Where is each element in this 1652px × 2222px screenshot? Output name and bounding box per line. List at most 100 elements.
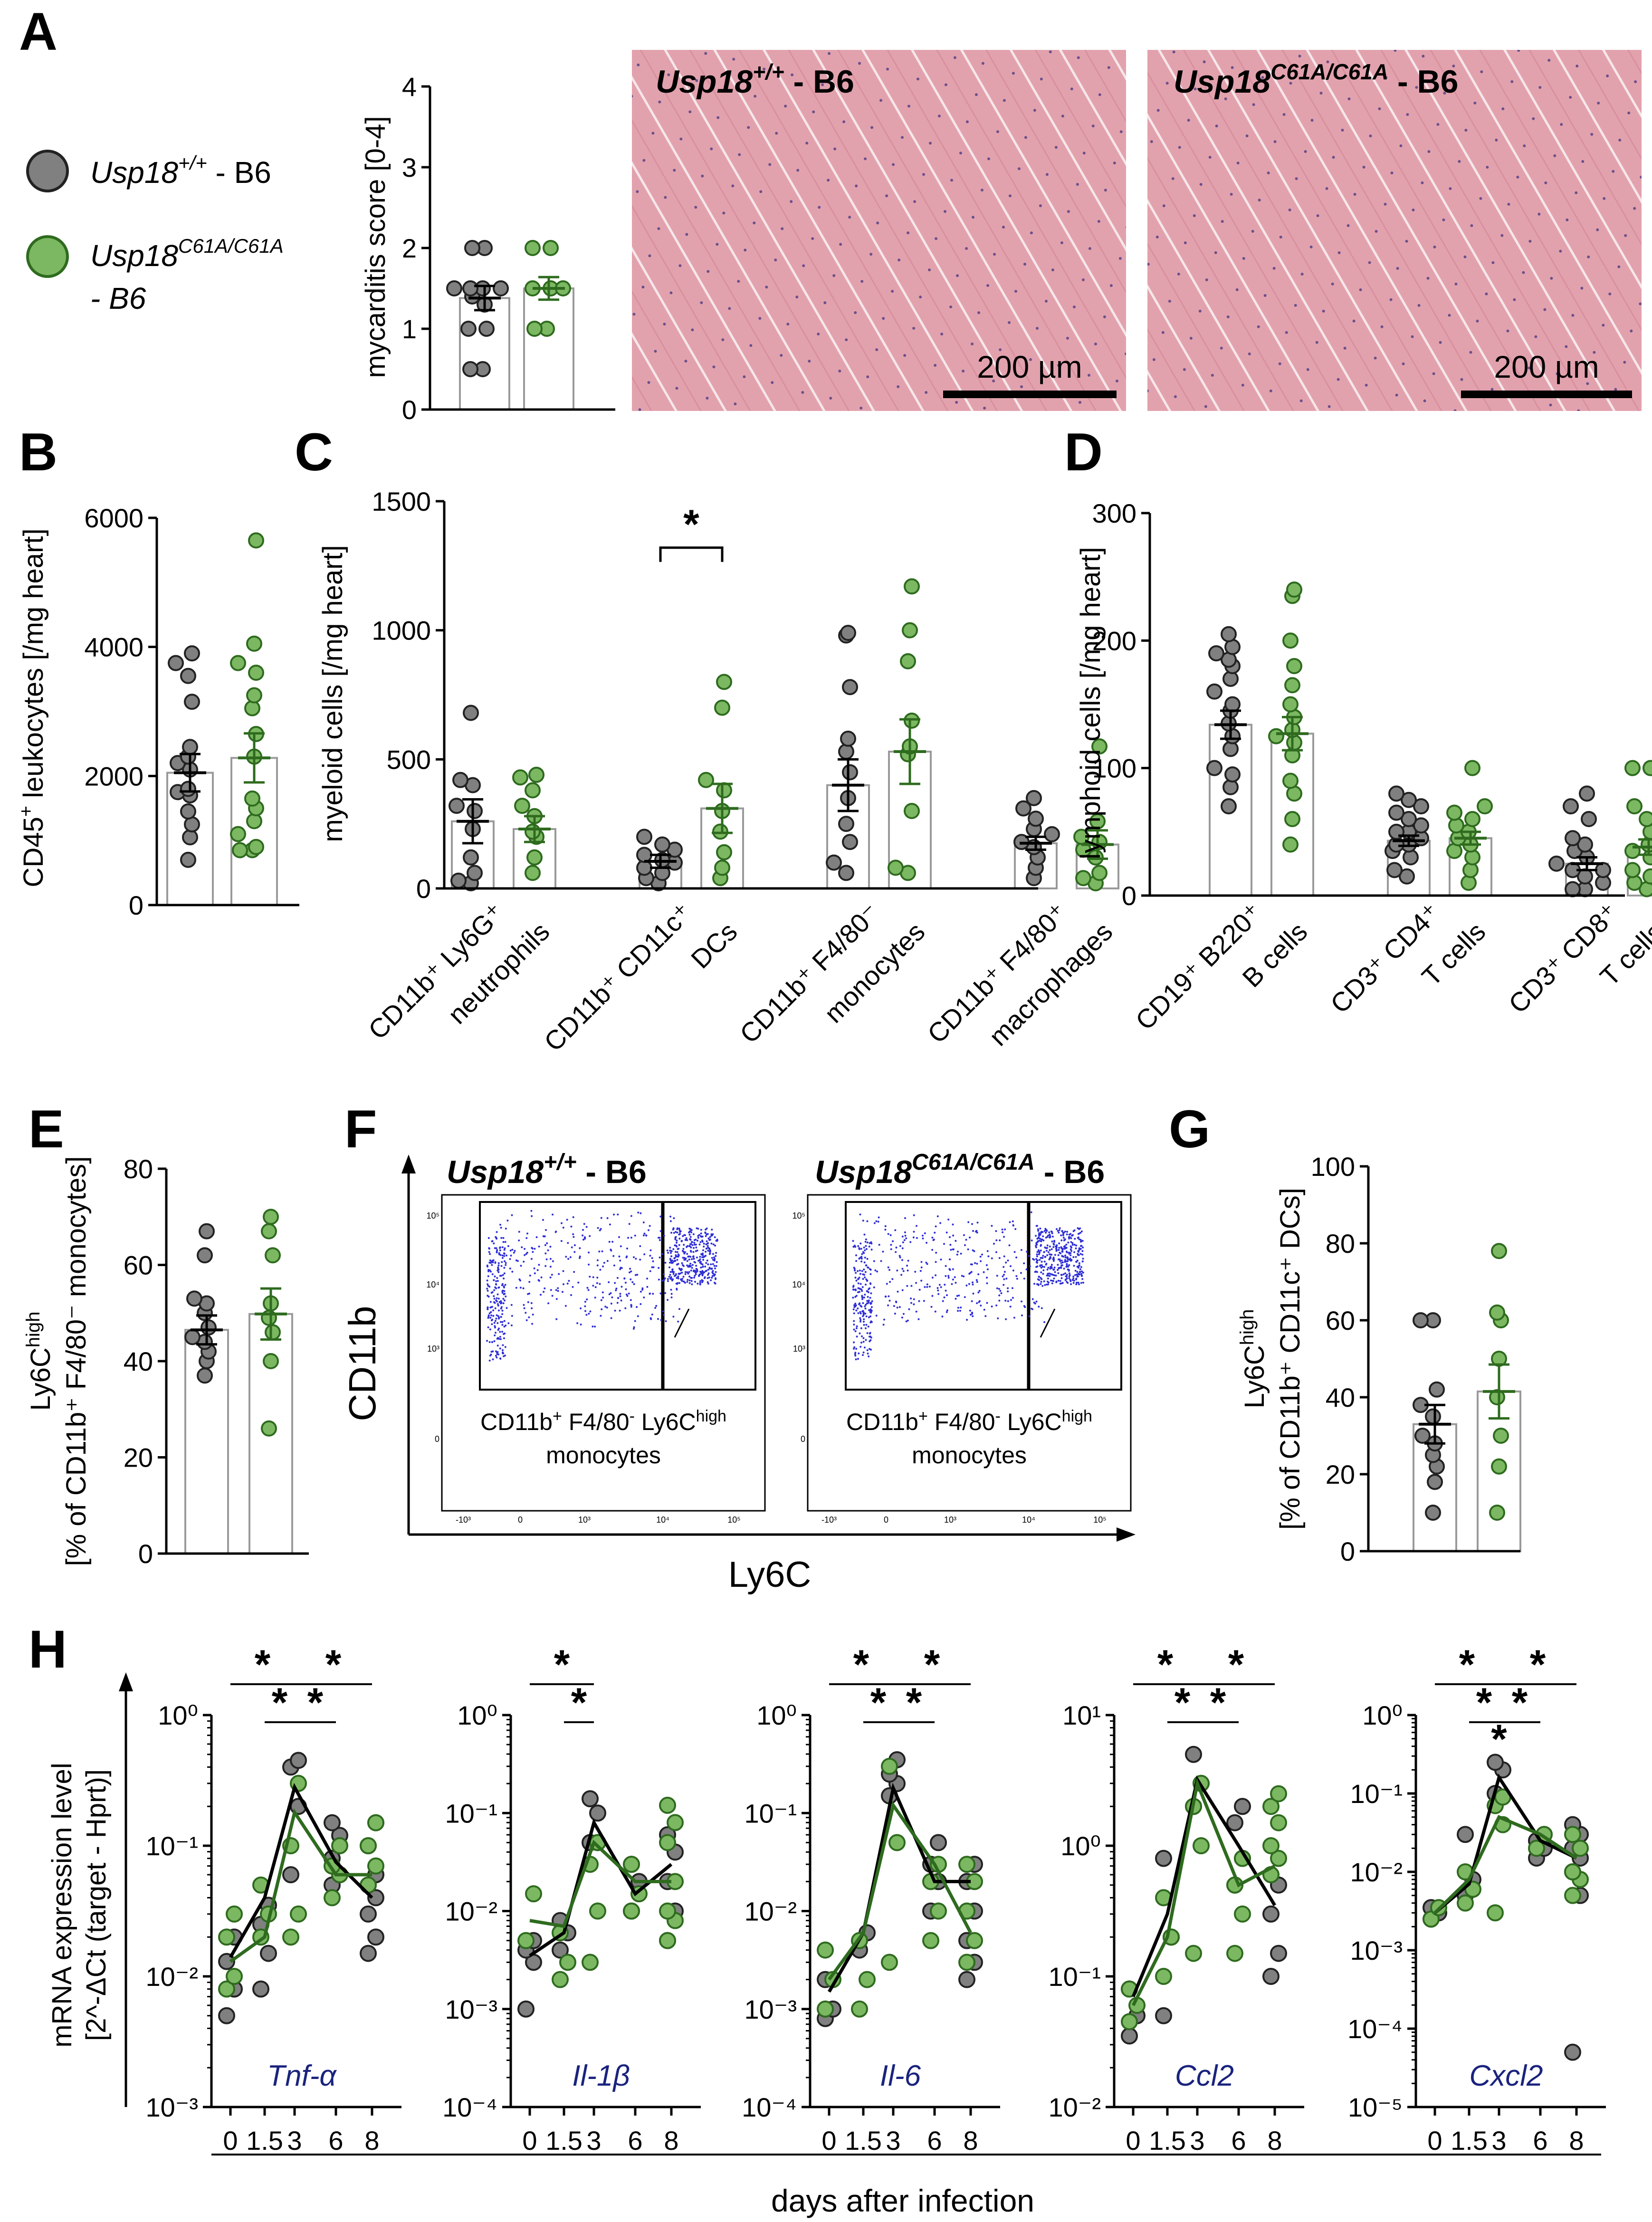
flow-event <box>690 1280 693 1282</box>
flow-event <box>852 1297 854 1299</box>
flow-event <box>1035 1258 1037 1260</box>
flow-event <box>496 1314 498 1316</box>
flow-event <box>865 1278 868 1280</box>
flow-event <box>709 1236 711 1238</box>
flow-event <box>492 1315 495 1317</box>
flow-event <box>1050 1248 1053 1250</box>
flow-event <box>937 1289 939 1292</box>
flow-event <box>700 1232 702 1235</box>
flow-event <box>901 1259 903 1261</box>
significance-star: * <box>307 1680 324 1726</box>
data-point <box>1155 2007 1172 2024</box>
flow-event <box>594 1286 597 1288</box>
flow-event <box>602 1291 604 1294</box>
flow-event <box>857 1358 859 1360</box>
flow-event <box>1064 1261 1066 1263</box>
flow-event <box>1079 1227 1081 1230</box>
flow-event <box>659 1215 662 1218</box>
data-point <box>958 1954 975 1971</box>
flow-event <box>670 1259 672 1262</box>
data-point <box>817 2000 834 2018</box>
flow-event <box>910 1297 912 1300</box>
flow-event <box>1002 1275 1004 1278</box>
flow-event <box>1013 1316 1015 1319</box>
flow-event <box>552 1260 554 1262</box>
flow-event <box>713 1273 716 1276</box>
data-point <box>180 851 196 868</box>
flow-event <box>867 1267 869 1269</box>
flow-event <box>496 1250 498 1253</box>
flow-event <box>949 1236 951 1238</box>
flow-event <box>859 1317 861 1319</box>
flow-event <box>501 1321 504 1323</box>
flow-event <box>935 1251 937 1254</box>
flow-event <box>893 1305 895 1307</box>
flow-event <box>965 1239 967 1241</box>
data-point <box>1563 798 1579 815</box>
data-point <box>168 655 184 671</box>
histology-right: Usp18C61A/C61A - B6 200 µm <box>1147 50 1642 411</box>
flow-event <box>904 1217 906 1219</box>
flow-event <box>507 1322 510 1325</box>
flow-event <box>497 1305 499 1307</box>
y-tick-label: 10⁰ <box>756 1700 797 1730</box>
flow-event <box>863 1268 865 1271</box>
flow-event <box>700 1229 702 1231</box>
data-point <box>282 1928 299 1946</box>
flow-event <box>1066 1264 1068 1266</box>
flow-event <box>708 1277 710 1278</box>
flow-event <box>1007 1300 1009 1302</box>
flow-event <box>862 1302 864 1304</box>
data-point <box>525 1885 542 1903</box>
flow-event <box>715 1252 717 1254</box>
flow-event <box>694 1281 696 1283</box>
flow-event <box>1078 1249 1080 1251</box>
flow-event <box>493 1295 495 1297</box>
flow-event <box>506 1254 507 1257</box>
flow-event <box>884 1295 887 1297</box>
flow-event <box>487 1275 489 1278</box>
flow-event <box>671 1268 674 1270</box>
flow-event <box>710 1233 713 1235</box>
flow-event <box>1060 1274 1062 1276</box>
flow-event <box>630 1306 632 1308</box>
flow-event <box>487 1289 489 1292</box>
flow-event <box>908 1308 910 1310</box>
data-point <box>1425 1408 1441 1425</box>
x-tick-label: 1.5 <box>1451 2126 1488 2155</box>
flow-event <box>922 1234 924 1237</box>
flow-event <box>1055 1274 1057 1277</box>
flow-event <box>1082 1246 1084 1249</box>
flow-event <box>562 1291 563 1293</box>
flow-event <box>504 1284 506 1286</box>
y-axis-title: Ly6Chigh <box>1237 1309 1270 1409</box>
flow-event <box>498 1301 501 1303</box>
flow-event <box>678 1248 680 1250</box>
flow-x-tick: 10⁴ <box>656 1515 669 1525</box>
data-point <box>1234 1798 1251 1815</box>
data-point <box>184 1329 201 1345</box>
flow-event <box>1059 1227 1061 1230</box>
flow-event <box>1055 1245 1057 1248</box>
flow-event <box>670 1293 673 1295</box>
flow-event <box>497 1268 500 1271</box>
flow-event <box>901 1268 904 1270</box>
flow-event <box>689 1243 691 1245</box>
data-point <box>1155 1850 1172 1867</box>
flow-event <box>649 1270 651 1272</box>
flow-event <box>860 1248 862 1250</box>
flow-event <box>689 1228 692 1230</box>
flow-event <box>1012 1287 1013 1289</box>
flow-event <box>961 1275 963 1277</box>
panel-letter-g: G <box>1169 1099 1210 1159</box>
data-point <box>199 1223 215 1240</box>
flow-event <box>1044 1284 1046 1286</box>
x-tick-label: 1.5 <box>246 2126 283 2155</box>
flow-event <box>707 1242 709 1245</box>
flow-x-tick: 10⁵ <box>1093 1515 1106 1525</box>
flow-event <box>676 1288 678 1291</box>
flow-event <box>626 1255 628 1258</box>
flow-event <box>523 1307 525 1309</box>
flow-event <box>986 1302 988 1304</box>
